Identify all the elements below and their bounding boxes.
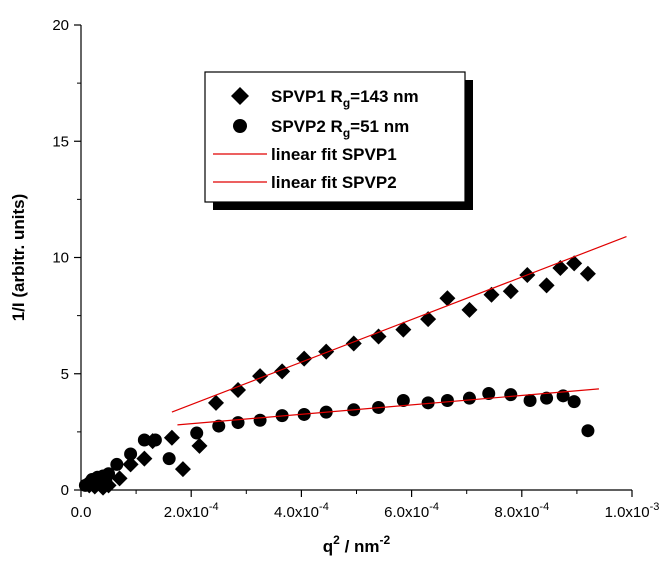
axis-titles: q2 / nm-2 1/I (arbitr. units) xyxy=(9,194,391,556)
data-point-circle xyxy=(137,433,151,447)
series-layer xyxy=(78,236,627,496)
data-point-diamond xyxy=(191,437,208,454)
data-point-diamond xyxy=(136,450,153,467)
x-tick-label: 6.0x10-4 xyxy=(384,501,439,521)
data-point-diamond xyxy=(461,301,478,318)
data-point-diamond xyxy=(370,328,387,345)
data-point-diamond xyxy=(174,461,191,478)
x-tick-label: 8.0x10-4 xyxy=(494,501,549,521)
data-point-circle xyxy=(482,387,496,401)
series-4 xyxy=(177,388,599,426)
fit-line xyxy=(171,236,627,413)
series-1 xyxy=(81,255,596,496)
data-point-diamond xyxy=(439,290,456,307)
x-tick-label: 1.0x10-3 xyxy=(605,501,660,521)
data-point-circle xyxy=(102,467,116,481)
y-tick-label: 10 xyxy=(52,250,69,267)
data-point-diamond xyxy=(579,265,596,282)
data-point-circle xyxy=(190,426,204,440)
data-point-circle xyxy=(396,393,410,407)
data-point-circle xyxy=(212,419,226,433)
data-point-circle xyxy=(233,119,247,133)
legend-label: SPVP2 Rg=51 nm xyxy=(271,117,409,140)
y-tick-label: 15 xyxy=(52,133,69,150)
data-point-circle xyxy=(148,433,162,447)
data-point-circle xyxy=(504,388,518,402)
data-point-circle xyxy=(462,391,476,405)
series-3 xyxy=(171,236,627,413)
data-point-circle xyxy=(567,395,581,409)
axes: 0.0 2.0x10-4 4.0x10-4 6.0x10-4 8.0x10-4 1.0x1… xyxy=(52,17,659,521)
data-point-diamond xyxy=(502,283,519,300)
data-point-diamond xyxy=(566,255,583,272)
data-point-circle xyxy=(162,452,176,466)
data-point-circle xyxy=(540,391,554,405)
y-tick-label: 20 xyxy=(52,17,69,34)
data-point-diamond xyxy=(207,394,224,411)
series-2 xyxy=(78,387,595,492)
data-point-diamond xyxy=(395,321,412,338)
y-tick-label: 5 xyxy=(61,366,69,383)
legend-label: linear fit SPVP2 xyxy=(271,173,397,192)
data-point-circle xyxy=(581,424,595,438)
data-point-circle xyxy=(253,413,267,427)
data-point-circle xyxy=(523,393,537,407)
data-point-circle xyxy=(421,396,435,410)
data-point-diamond xyxy=(231,87,249,105)
y-tick-label: 0 xyxy=(61,482,69,499)
x-tick-label: 0.0 xyxy=(71,504,92,521)
data-point-diamond xyxy=(122,456,139,473)
data-point-diamond xyxy=(538,277,555,294)
x-axis-title: q2 / nm-2 xyxy=(323,533,391,556)
data-point-circle xyxy=(110,457,124,471)
legend-label: linear fit SPVP1 xyxy=(271,145,397,164)
legend-label: SPVP1 Rg=143 nm xyxy=(271,87,419,110)
y-axis-title: 1/I (arbitr. units) xyxy=(9,194,28,322)
legend: SPVP1 Rg=143 nm SPVP2 Rg=51 nm linear fit … xyxy=(204,71,473,210)
legend-box xyxy=(204,71,466,203)
data-point-diamond xyxy=(111,470,128,487)
data-point-diamond xyxy=(318,343,335,360)
data-point-diamond xyxy=(163,429,180,446)
data-point-diamond xyxy=(345,335,362,352)
data-point-circle xyxy=(231,416,245,430)
fit-line xyxy=(177,388,599,426)
x-tick-label: 4.0x10-4 xyxy=(274,501,329,521)
data-point-diamond xyxy=(230,382,247,399)
data-point-circle xyxy=(124,447,138,461)
data-point-circle xyxy=(440,393,454,407)
x-tick-label: 2.0x10-4 xyxy=(164,501,219,521)
